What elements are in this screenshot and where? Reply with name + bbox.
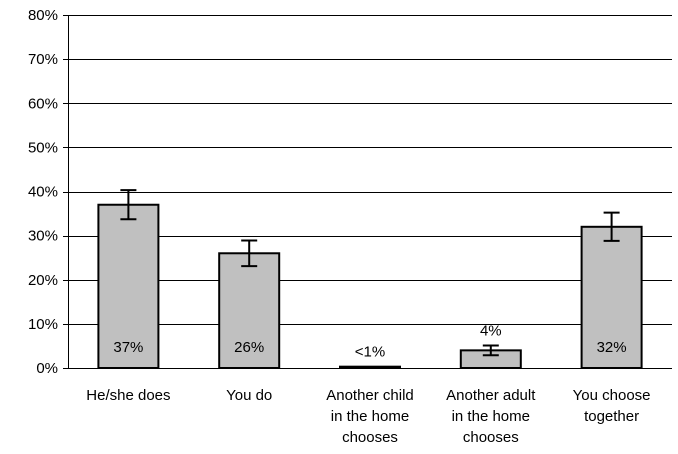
y-tick-label: 60% — [28, 95, 58, 112]
data-label: <1% — [355, 344, 385, 361]
x-category-label: Another child — [326, 387, 414, 404]
y-tick-label: 20% — [28, 272, 58, 289]
data-labels: 37% 26% <1% 4% 32% — [113, 322, 626, 360]
y-tick-label: 0% — [36, 360, 58, 377]
x-category-label: chooses — [463, 429, 519, 446]
x-category-label: Another adult — [446, 387, 536, 404]
bars — [97, 203, 643, 370]
x-category-label: in the home — [452, 408, 530, 425]
data-label: 32% — [597, 339, 627, 356]
y-tick-label: 10% — [28, 316, 58, 333]
error-bars — [120, 189, 620, 357]
data-label: 26% — [234, 339, 264, 356]
x-category-label: together — [584, 408, 639, 425]
bar — [580, 225, 643, 369]
y-tick-label: 40% — [28, 184, 58, 201]
x-category-label: He/she does — [86, 387, 170, 404]
data-label: 4% — [480, 322, 502, 339]
data-label: 37% — [113, 339, 143, 356]
y-tick-label: 50% — [28, 139, 58, 156]
axes — [68, 15, 672, 369]
gridlines — [68, 15, 672, 325]
bar — [339, 365, 401, 369]
y-tick-label: 70% — [28, 51, 58, 68]
bar — [218, 252, 281, 369]
x-category-label: in the home — [331, 408, 409, 425]
y-tick-label: 30% — [28, 228, 58, 245]
x-category-label: You do — [226, 387, 272, 404]
y-axis-tick-labels: 0% 10% 20% 30% 40% 50% 60% 70% 80% — [28, 7, 68, 377]
y-tick-label: 80% — [28, 7, 58, 24]
x-axis-category-labels: He/she does You do Another child in the hom… — [86, 387, 650, 446]
x-category-label: chooses — [342, 429, 398, 446]
x-category-label: You choose — [573, 387, 651, 404]
bar — [97, 203, 160, 369]
